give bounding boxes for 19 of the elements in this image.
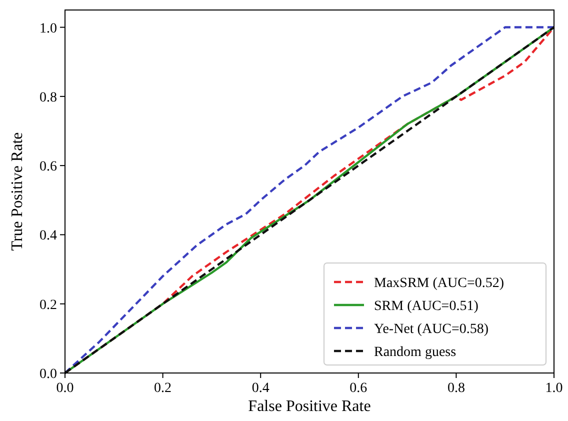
x-tick-label: 1.0 (545, 381, 563, 396)
y-tick-label: 0.6 (40, 160, 57, 175)
x-tick-label: 0.0 (56, 381, 74, 396)
x-tick-label: 0.4 (252, 381, 270, 396)
legend-label: Ye-Net (AUC=0.58) (374, 322, 489, 337)
x-tick-label: 0.8 (447, 381, 465, 396)
legend-label: MaxSRM (AUC=0.52) (374, 276, 504, 291)
legend-label: Random guess (374, 345, 456, 360)
y-tick-label: 0.4 (40, 228, 57, 244)
x-tick-label: 0.2 (154, 381, 172, 396)
line-series (64, 26, 556, 374)
y-tick-label: 0.0 (40, 367, 57, 382)
legend-label: SRM (AUC=0.51) (374, 299, 479, 314)
y-tick-label: 0.8 (40, 90, 57, 106)
x-tick-label: 0.6 (350, 381, 368, 396)
y-axis-title: True Positive Rate (9, 132, 26, 251)
x-axis-title: False Positive Rate (248, 398, 371, 415)
y-tick-label: 1.0 (40, 21, 57, 36)
y-tick-label: 0.2 (40, 298, 57, 313)
